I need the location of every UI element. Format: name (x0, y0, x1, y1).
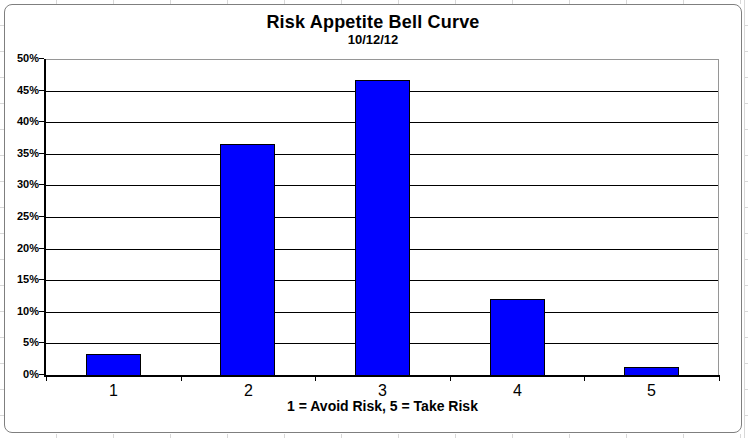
y-tick-5% (39, 342, 44, 343)
y-tick-label: 5% (5, 336, 39, 349)
chart-subtitle: 10/12/12 (5, 33, 741, 47)
y-tick-10% (39, 311, 44, 312)
y-tick-label: 15% (5, 273, 39, 286)
y-tick-20% (39, 248, 44, 249)
x-category-label: 5 (584, 382, 719, 399)
x-category-label: 2 (181, 382, 316, 399)
y-tick-label: 35% (5, 147, 39, 160)
y-tick-label: 30% (5, 178, 39, 191)
y-tick-25% (39, 216, 44, 217)
x-axis-title: 1 = Avoid Risk, 5 = Take Risk (46, 398, 719, 414)
x-axis-line (44, 375, 720, 377)
y-tick-50% (39, 58, 44, 59)
plot-area (46, 59, 719, 375)
x-category-label: 3 (315, 382, 450, 399)
chart-object[interactable]: Risk Appetite Bell Curve 10/12/12 0% 5% 10… (4, 4, 742, 433)
x-tick-2 (315, 377, 316, 381)
bar-category-3 (355, 80, 410, 375)
y-tick-label: 20% (5, 242, 39, 255)
y-tick-label: 25% (5, 210, 39, 223)
y-tick-label: 0% (5, 368, 39, 381)
y-tick-label: 40% (5, 115, 39, 128)
y-tick-40% (39, 121, 44, 122)
x-tick-5 (719, 377, 720, 381)
bar-category-5 (624, 367, 679, 375)
y-tick-label: 10% (5, 305, 39, 318)
x-tick-1 (181, 377, 182, 381)
y-tick-30% (39, 184, 44, 185)
x-category-label: 1 (46, 382, 181, 399)
bar-category-4 (490, 299, 545, 375)
spreadsheet-canvas: Risk Appetite Bell Curve 10/12/12 0% 5% 10… (0, 0, 748, 438)
x-category-label: 4 (450, 382, 585, 399)
y-tick-15% (39, 279, 44, 280)
y-tick-label: 50% (5, 52, 39, 65)
spreadsheet-gridlines-bottom (0, 434, 748, 438)
y-tick-35% (39, 153, 44, 154)
x-tick-3 (450, 377, 451, 381)
y-tick-45% (39, 90, 44, 91)
spreadsheet-gridlines-right (744, 0, 748, 438)
y-tick-label: 45% (5, 84, 39, 97)
bar-category-1 (86, 354, 141, 375)
chart-title: Risk Appetite Bell Curve (5, 12, 741, 32)
bar-category-2 (220, 144, 275, 375)
x-tick-0 (46, 377, 47, 381)
y-tick-0% (39, 374, 44, 375)
x-tick-4 (584, 377, 585, 381)
